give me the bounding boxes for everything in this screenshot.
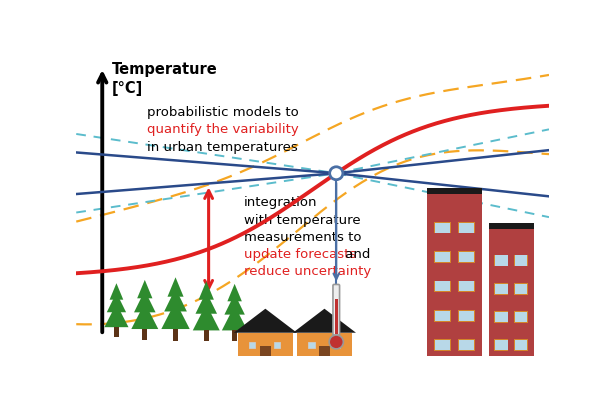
- FancyBboxPatch shape: [494, 339, 508, 351]
- FancyBboxPatch shape: [238, 333, 293, 356]
- Polygon shape: [164, 288, 187, 311]
- Polygon shape: [168, 277, 184, 297]
- FancyBboxPatch shape: [458, 339, 475, 351]
- FancyBboxPatch shape: [427, 194, 482, 356]
- FancyBboxPatch shape: [459, 222, 474, 233]
- FancyBboxPatch shape: [458, 222, 475, 233]
- Polygon shape: [107, 293, 126, 312]
- Circle shape: [329, 335, 343, 349]
- FancyBboxPatch shape: [494, 255, 508, 266]
- FancyBboxPatch shape: [495, 312, 508, 322]
- Polygon shape: [222, 305, 248, 330]
- Polygon shape: [131, 303, 158, 329]
- Text: quantify the variability: quantify the variability: [147, 124, 299, 136]
- Text: reduce uncertainty: reduce uncertainty: [244, 265, 371, 278]
- Text: and: and: [341, 248, 370, 261]
- FancyBboxPatch shape: [458, 251, 475, 263]
- FancyBboxPatch shape: [434, 222, 451, 233]
- FancyBboxPatch shape: [458, 310, 475, 322]
- FancyBboxPatch shape: [495, 256, 508, 266]
- FancyBboxPatch shape: [297, 333, 352, 356]
- FancyBboxPatch shape: [335, 299, 338, 334]
- FancyBboxPatch shape: [515, 340, 528, 350]
- FancyBboxPatch shape: [427, 188, 482, 194]
- Polygon shape: [199, 281, 214, 300]
- FancyBboxPatch shape: [495, 340, 508, 350]
- FancyBboxPatch shape: [435, 222, 450, 233]
- FancyBboxPatch shape: [489, 223, 534, 229]
- FancyBboxPatch shape: [459, 281, 474, 292]
- FancyBboxPatch shape: [173, 329, 178, 341]
- FancyBboxPatch shape: [142, 329, 147, 340]
- Polygon shape: [228, 284, 242, 301]
- FancyBboxPatch shape: [319, 345, 329, 356]
- FancyBboxPatch shape: [515, 312, 528, 322]
- Text: [°C]: [°C]: [112, 81, 143, 96]
- FancyBboxPatch shape: [435, 311, 450, 321]
- FancyBboxPatch shape: [489, 229, 534, 356]
- Text: measurements to: measurements to: [244, 230, 362, 244]
- FancyBboxPatch shape: [204, 330, 209, 341]
- FancyBboxPatch shape: [514, 311, 528, 323]
- FancyBboxPatch shape: [494, 283, 508, 294]
- FancyBboxPatch shape: [514, 339, 528, 351]
- FancyBboxPatch shape: [114, 327, 118, 337]
- FancyBboxPatch shape: [232, 330, 237, 341]
- FancyBboxPatch shape: [308, 342, 315, 348]
- Polygon shape: [162, 301, 190, 329]
- Text: probabilistic models to: probabilistic models to: [147, 107, 299, 119]
- Polygon shape: [134, 290, 156, 312]
- FancyBboxPatch shape: [514, 255, 528, 266]
- FancyBboxPatch shape: [333, 284, 340, 335]
- Polygon shape: [293, 309, 356, 333]
- Polygon shape: [137, 280, 152, 298]
- Polygon shape: [193, 304, 220, 330]
- Polygon shape: [234, 309, 297, 333]
- FancyBboxPatch shape: [274, 342, 281, 348]
- FancyBboxPatch shape: [333, 342, 340, 348]
- FancyBboxPatch shape: [458, 281, 475, 292]
- FancyBboxPatch shape: [260, 345, 271, 356]
- Polygon shape: [110, 283, 123, 300]
- Circle shape: [329, 167, 343, 180]
- Text: with temperature: with temperature: [244, 213, 361, 226]
- FancyBboxPatch shape: [515, 284, 528, 294]
- Text: Temperature: Temperature: [112, 62, 217, 77]
- FancyBboxPatch shape: [459, 252, 474, 262]
- FancyBboxPatch shape: [459, 340, 474, 350]
- FancyBboxPatch shape: [435, 340, 450, 350]
- FancyBboxPatch shape: [434, 339, 451, 351]
- FancyBboxPatch shape: [434, 281, 451, 292]
- FancyBboxPatch shape: [434, 310, 451, 322]
- FancyBboxPatch shape: [495, 284, 508, 294]
- Text: update forecasts: update forecasts: [244, 248, 356, 261]
- FancyBboxPatch shape: [494, 311, 508, 323]
- Text: in urban temperatures: in urban temperatures: [147, 141, 298, 153]
- Polygon shape: [104, 304, 129, 327]
- Polygon shape: [195, 292, 217, 314]
- FancyBboxPatch shape: [435, 252, 450, 262]
- FancyBboxPatch shape: [435, 281, 450, 292]
- Text: integration: integration: [244, 196, 318, 209]
- FancyBboxPatch shape: [434, 251, 451, 263]
- FancyBboxPatch shape: [459, 311, 474, 321]
- FancyBboxPatch shape: [514, 283, 528, 294]
- FancyBboxPatch shape: [249, 342, 256, 348]
- Polygon shape: [224, 294, 245, 315]
- FancyBboxPatch shape: [515, 256, 528, 266]
